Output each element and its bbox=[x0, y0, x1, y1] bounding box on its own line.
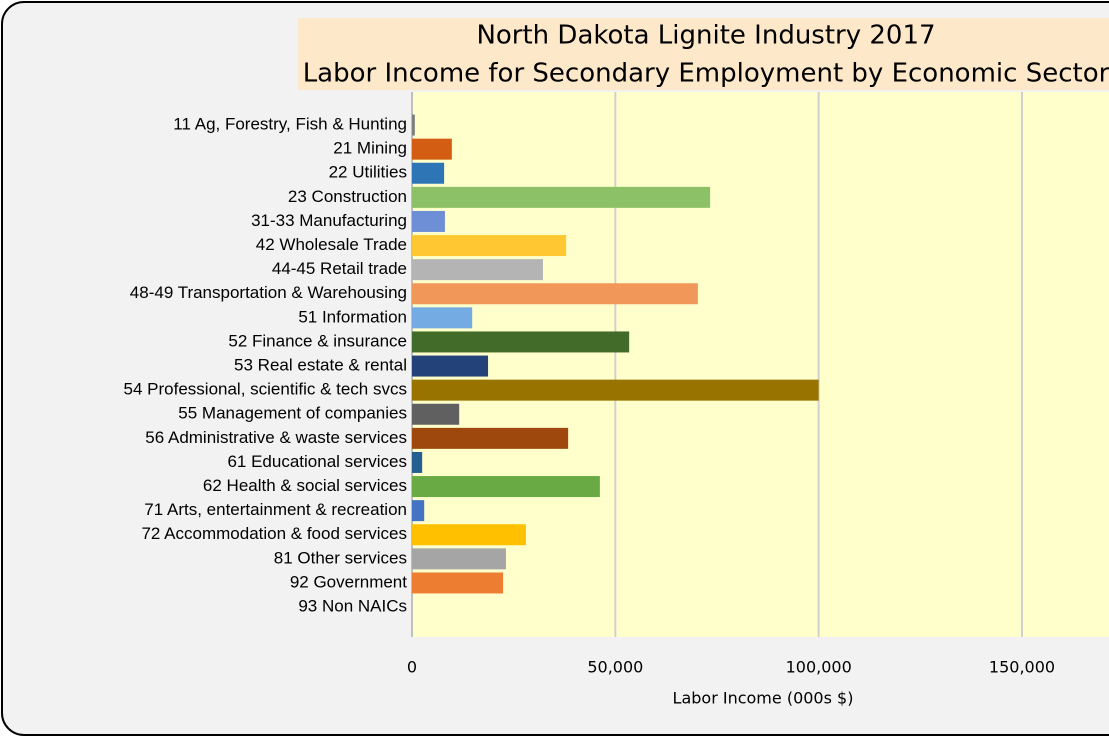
y-tick-label: 22 Utilities bbox=[329, 163, 407, 182]
y-tick-label: 71 Arts, entertainment & recreation bbox=[144, 500, 407, 519]
y-tick-label: 52 Finance & insurance bbox=[228, 331, 407, 350]
plot-area bbox=[412, 92, 1109, 637]
bar bbox=[412, 451, 423, 473]
y-tick-label: 55 Management of companies bbox=[178, 404, 407, 423]
bar bbox=[412, 476, 600, 498]
x-tick-label: 100,000 bbox=[786, 658, 852, 677]
y-tick-label: 48-49 Transportation & Warehousing bbox=[130, 283, 407, 302]
y-tick-label: 51 Information bbox=[298, 307, 407, 326]
bar bbox=[412, 403, 460, 425]
bar bbox=[412, 138, 452, 160]
y-tick-label: 72 Accommodation & food services bbox=[141, 524, 407, 543]
bar bbox=[412, 162, 445, 184]
bar bbox=[412, 524, 526, 546]
bar bbox=[412, 379, 819, 401]
bar bbox=[412, 114, 415, 136]
x-tick-label: 0 bbox=[407, 658, 417, 677]
y-tick-label: 42 Wholesale Trade bbox=[256, 235, 407, 254]
y-tick-label: 81 Other services bbox=[274, 548, 407, 567]
bar bbox=[412, 548, 506, 570]
y-tick-label: 23 Construction bbox=[288, 187, 407, 206]
bar bbox=[412, 572, 504, 594]
bar bbox=[412, 427, 569, 449]
y-tick-label: 53 Real estate & rental bbox=[234, 356, 407, 375]
y-tick-label: 62 Health & social services bbox=[203, 476, 407, 495]
bar bbox=[412, 235, 567, 257]
x-tick-label: 150,000 bbox=[989, 658, 1055, 677]
y-tick-label: 61 Educational services bbox=[227, 452, 407, 471]
y-tick-label: 21 Mining bbox=[333, 139, 407, 158]
chart-title: North Dakota Lignite Industry 2017 bbox=[476, 21, 935, 51]
x-tick-label: 50,000 bbox=[587, 658, 643, 677]
y-tick-label: 93 Non NAICs bbox=[298, 597, 407, 616]
bar bbox=[412, 307, 473, 329]
y-tick-label: 54 Professional, scientific & tech svcs bbox=[124, 380, 407, 399]
bar bbox=[412, 259, 543, 281]
bar bbox=[412, 210, 445, 232]
x-axis-label: Labor Income (000s $) bbox=[673, 689, 854, 708]
chart-subtitle: Labor Income for Secondary Employment by… bbox=[303, 59, 1109, 89]
bar bbox=[412, 500, 425, 522]
y-tick-label: 56 Administrative & waste services bbox=[145, 428, 407, 447]
bar bbox=[412, 186, 711, 208]
bar bbox=[412, 355, 489, 377]
y-tick-label: 11 Ag, Forestry, Fish & Hunting bbox=[173, 115, 407, 134]
bar bbox=[412, 283, 698, 305]
y-tick-label: 44-45 Retail trade bbox=[272, 259, 407, 278]
y-tick-label: 31-33 Manufacturing bbox=[251, 211, 407, 230]
bar bbox=[412, 331, 630, 353]
y-tick-label: 92 Government bbox=[290, 572, 407, 591]
title-box bbox=[298, 18, 1109, 90]
